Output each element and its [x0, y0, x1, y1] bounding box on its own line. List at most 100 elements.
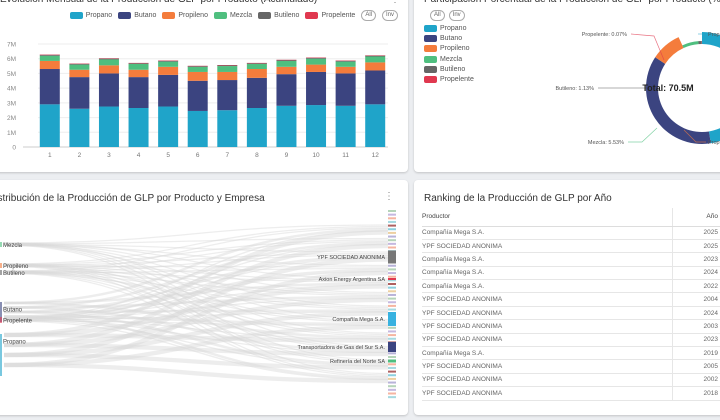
sankey-target-node[interactable] — [388, 293, 396, 296]
bar-segment-butileno[interactable] — [158, 60, 179, 62]
bar-segment-butileno[interactable] — [217, 65, 238, 67]
sankey-source-node[interactable] — [0, 263, 2, 268]
bar-segment-butano[interactable] — [187, 80, 208, 111]
sankey-target-node[interactable] — [388, 235, 396, 238]
sankey-link[interactable] — [3, 264, 389, 363]
sankey-link[interactable] — [3, 237, 389, 245]
table-row[interactable]: YPF SOCIEDAD ANONIMA 2025 — [422, 239, 720, 254]
sankey-link[interactable] — [3, 352, 389, 370]
bar-segment-mezcla[interactable] — [187, 66, 208, 72]
table-row[interactable]: Compañía Mega S.A. 2023 — [422, 252, 720, 267]
sankey-link[interactable] — [3, 265, 389, 376]
sankey-link[interactable] — [3, 265, 389, 322]
sankey-target-node[interactable] — [388, 392, 396, 395]
sankey-link[interactable] — [3, 332, 389, 343]
sankey-link[interactable] — [3, 243, 389, 307]
sankey-link[interactable] — [3, 282, 389, 305]
sankey-link[interactable] — [3, 320, 389, 381]
sankey-link[interactable] — [3, 306, 389, 353]
bar-segment-propileno[interactable] — [365, 62, 386, 71]
sankey-target-node[interactable] — [388, 286, 396, 289]
bar-segment-propileno[interactable] — [217, 71, 238, 81]
bar-segment-propano[interactable] — [98, 106, 119, 147]
sankey-link[interactable] — [3, 227, 389, 272]
sankey-target-node[interactable] — [388, 210, 396, 212]
sankey-target-node[interactable] — [388, 246, 396, 249]
sankey-target-node[interactable] — [388, 396, 396, 399]
sankey-target-node[interactable] — [388, 290, 396, 293]
sankey-link[interactable] — [3, 263, 389, 282]
table-row[interactable]: YPF SOCIEDAD ANONIMA 2004 — [422, 292, 720, 307]
bar-segment-butileno[interactable] — [276, 59, 297, 61]
donut-slice-butano[interactable] — [646, 57, 711, 144]
bar-segment-propano[interactable] — [69, 108, 90, 147]
sankey-link[interactable] — [3, 257, 389, 358]
sankey-target-node[interactable] — [388, 359, 396, 363]
sankey-link[interactable] — [3, 257, 389, 321]
sankey-link[interactable] — [3, 271, 389, 310]
sankey-link[interactable] — [3, 272, 389, 378]
bar-segment-propileno[interactable] — [98, 65, 119, 74]
sankey-link[interactable] — [3, 264, 389, 295]
sankey-target-node[interactable] — [388, 334, 396, 337]
bar-segment-butileno[interactable] — [39, 54, 60, 56]
sankey-link[interactable] — [3, 271, 389, 351]
donut-slice-butileno[interactable] — [698, 41, 702, 45]
sankey-target-node[interactable] — [388, 268, 396, 271]
sankey-target-node[interactable] — [388, 342, 396, 352]
bar-segment-butileno[interactable] — [246, 62, 267, 64]
sankey-target-node[interactable] — [388, 279, 396, 282]
sankey-link[interactable] — [3, 319, 389, 367]
legend-item[interactable]: Propileno — [424, 45, 474, 53]
table-row[interactable]: YPF SOCIEDAD ANONIMA 2002 — [422, 373, 720, 388]
sankey-link[interactable] — [3, 242, 389, 280]
table-row[interactable]: YPF SOCIEDAD ANONIMA 2003 — [422, 319, 720, 334]
legend-item[interactable]: Propano — [424, 25, 474, 32]
sankey-link[interactable] — [3, 240, 389, 273]
sankey-target-node[interactable] — [388, 352, 396, 355]
sankey-target-node[interactable] — [388, 356, 396, 358]
legend-item[interactable]: Butano — [424, 35, 474, 43]
bar-segment-propano[interactable] — [158, 106, 179, 147]
sankey-link[interactable] — [3, 270, 389, 322]
sankey-target-node[interactable] — [388, 297, 396, 300]
legend-item[interactable]: Mezcla — [213, 12, 252, 19]
sankey-target-node[interactable] — [388, 228, 396, 231]
sankey-link[interactable] — [3, 239, 389, 266]
bar-segment-butano[interactable] — [39, 69, 60, 105]
column-header-year[interactable]: Año — [671, 208, 720, 227]
sankey-target-node[interactable] — [388, 330, 396, 333]
bar-segment-butano[interactable] — [217, 80, 238, 111]
legend-all-toggle[interactable]: All — [361, 10, 376, 21]
sankey-link[interactable] — [3, 315, 389, 380]
sankey-source-node[interactable] — [0, 334, 2, 376]
bar-segment-propano[interactable] — [217, 110, 238, 147]
bar-segment-butano[interactable] — [246, 77, 267, 109]
sankey-link[interactable] — [3, 311, 389, 321]
sankey-link[interactable] — [3, 267, 389, 274]
sankey-source-node[interactable] — [0, 317, 2, 323]
bar-segment-propano[interactable] — [335, 105, 356, 147]
bar-segment-propileno[interactable] — [335, 66, 356, 74]
bar-segment-butano[interactable] — [98, 73, 119, 107]
bar-segment-propileno[interactable] — [306, 64, 327, 72]
bar-segment-propano[interactable] — [246, 108, 267, 147]
bar-segment-butileno[interactable] — [98, 58, 119, 60]
sankey-link[interactable] — [3, 268, 389, 318]
sankey-target-node[interactable] — [388, 283, 396, 285]
bar-segment-propileno[interactable] — [69, 69, 90, 78]
sankey-target-node[interactable] — [388, 278, 396, 280]
sankey-link[interactable] — [3, 230, 389, 338]
sankey-target-node[interactable] — [388, 272, 396, 275]
legend-item[interactable]: Propileno — [162, 12, 208, 19]
bar-segment-mezcla[interactable] — [158, 61, 179, 67]
sankey-source-node[interactable] — [0, 270, 2, 275]
bar-segment-mezcla[interactable] — [306, 58, 327, 65]
bar-segment-propano[interactable] — [39, 104, 60, 147]
bar-segment-mezcla[interactable] — [98, 59, 119, 66]
sankey-link[interactable] — [3, 252, 389, 267]
sankey-link[interactable] — [3, 244, 389, 267]
sankey-link[interactable] — [3, 324, 389, 368]
table-row[interactable]: Compañía Mega S.A. 2025 — [422, 226, 720, 240]
sankey-link[interactable] — [3, 243, 389, 294]
